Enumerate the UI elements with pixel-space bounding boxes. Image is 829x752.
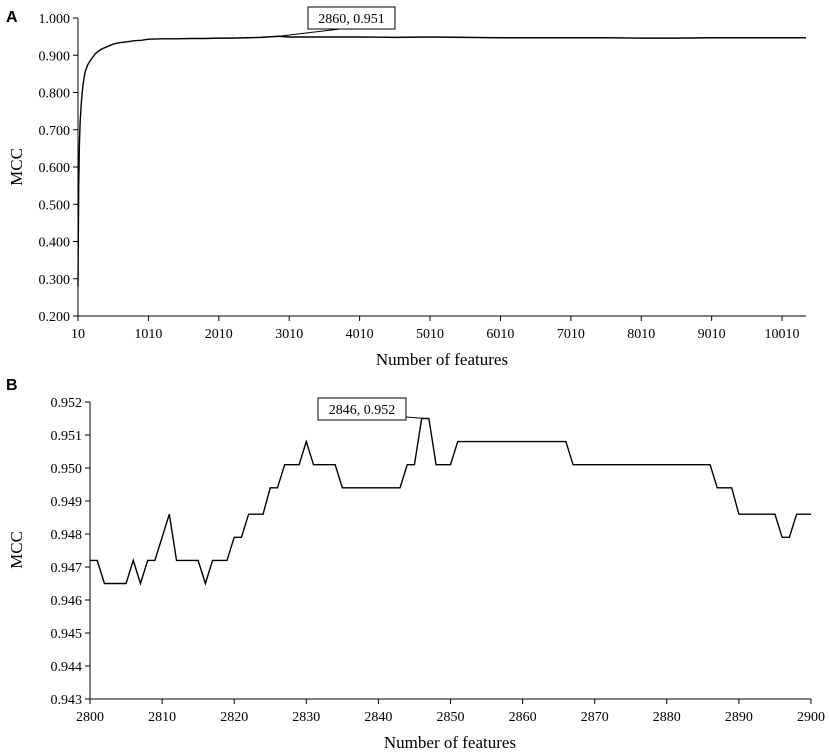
x-tick-label: 2890 (725, 710, 753, 725)
x-tick-label: 1010 (134, 327, 162, 342)
x-tick-label: 4010 (346, 327, 374, 342)
x-tick-label: 2010 (205, 327, 233, 342)
x-tick-label: 2900 (797, 710, 825, 725)
x-tick-label: 2840 (364, 710, 392, 725)
panel-b-label: B (6, 377, 18, 394)
y-tick-label: 0.950 (51, 462, 83, 477)
panel-b: B 0.9430.9440.9450.9460.9470.9480.9490.9… (6, 377, 825, 752)
panel-b-callout: 2846, 0.952 (317, 397, 426, 421)
x-tick-label: 7010 (557, 327, 585, 342)
y-tick-label: 0.951 (51, 429, 83, 444)
panel-a-callout: 2860, 0.951 (278, 6, 396, 37)
y-tick-label: 0.700 (39, 124, 71, 139)
x-tick-label: 8010 (627, 327, 655, 342)
x-tick-label: 2820 (220, 710, 248, 725)
panel-a-x-axis-label: Number of features (376, 350, 508, 369)
x-tick-label: 9010 (698, 327, 726, 342)
panel-a-callout-text: 2860, 0.951 (318, 12, 385, 27)
panel-b-x-ticks: 2800 2810 2820 2830 2840 2850 2860 2870 2880 2890… (76, 699, 825, 725)
panel-b-x-axis-label: Number of features (384, 733, 516, 752)
x-tick-label: 2810 (148, 710, 176, 725)
y-tick-label: 0.947 (51, 561, 83, 576)
y-tick-label: 0.946 (51, 594, 83, 609)
x-tick-label: 2800 (76, 710, 104, 725)
panel-a-callout-leader (278, 28, 341, 37)
y-tick-label: 0.300 (39, 273, 71, 288)
y-tick-label: 0.952 (51, 396, 83, 411)
x-tick-label: 2850 (437, 710, 465, 725)
panel-b-callout-box (317, 397, 407, 421)
y-tick-label: 1.000 (39, 12, 71, 27)
x-tick-label: 3010 (275, 327, 303, 342)
panel-b-callout-text: 2846, 0.952 (329, 403, 396, 418)
x-tick-label: 10 (71, 327, 85, 342)
panel-a-x-ticks: 10 1010 2010 3010 4010 5010 6010 7010 8010 9010 10… (71, 316, 800, 342)
panel-b-callout-leader (405, 416, 426, 419)
panel-a-label: A (6, 9, 18, 26)
panel-b-y-axis-label: MCC (7, 531, 26, 569)
y-tick-label: 0.948 (51, 528, 83, 543)
y-tick-label: 0.945 (51, 627, 83, 642)
panel-a-y-ticks: 0.200 0.300 0.400 0.500 0.600 0.700 0.800 0.900… (39, 12, 78, 325)
panel-a: A 0.200 0.300 0.400 0.500 0.600 0.700 0.800 0.9… (6, 6, 806, 369)
y-tick-label: 0.900 (39, 49, 71, 64)
x-tick-label: 6010 (486, 327, 514, 342)
y-tick-label: 0.200 (39, 310, 71, 325)
panel-a-callout-box (307, 6, 396, 30)
x-tick-label: 2880 (653, 710, 681, 725)
x-tick-label: 2860 (509, 710, 537, 725)
panel-b-series-line (90, 417, 811, 586)
panel-b-y-ticks: 0.943 0.944 0.945 0.946 0.947 0.948 0.949 0.950… (51, 396, 90, 708)
y-tick-label: 0.800 (39, 87, 71, 102)
y-tick-label: 0.944 (51, 660, 83, 675)
y-tick-label: 0.943 (51, 693, 83, 708)
y-tick-label: 0.500 (39, 198, 71, 213)
panel-a-series-line (77, 35, 806, 287)
y-tick-label: 0.949 (51, 495, 83, 510)
x-tick-label: 2830 (292, 710, 320, 725)
x-tick-label: 5010 (416, 327, 444, 342)
y-tick-label: 0.400 (39, 236, 71, 251)
panel-a-y-axis-label: MCC (7, 148, 26, 186)
y-tick-label: 0.600 (39, 161, 71, 176)
x-tick-label: 2870 (581, 710, 609, 725)
x-tick-label: 10010 (765, 327, 800, 342)
